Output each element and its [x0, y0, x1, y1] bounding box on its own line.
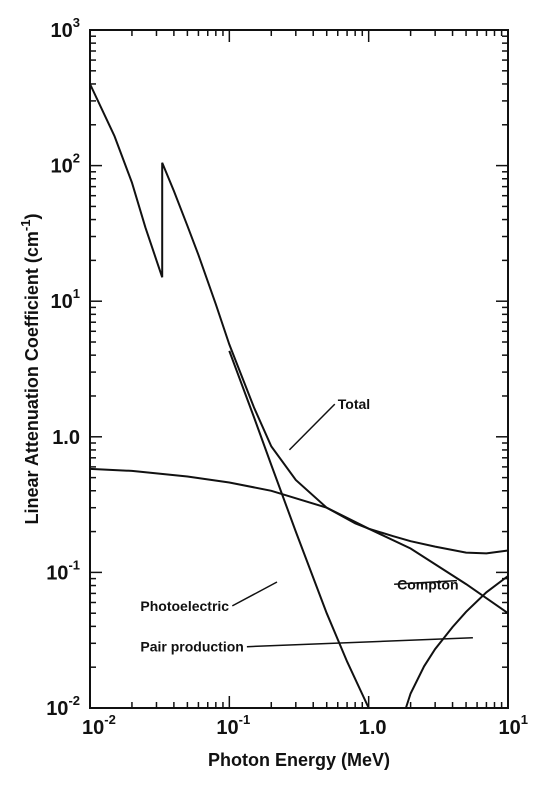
- annotation-leader-compton: [394, 579, 457, 586]
- annotation-compton: Compton: [397, 576, 458, 592]
- y-tick-label-exponent: 1: [73, 286, 80, 301]
- annotation-pair-production: Pair production: [140, 639, 243, 655]
- x-tick-label-base: 10: [82, 717, 104, 739]
- y-axis-title-close: ): [22, 214, 42, 220]
- x-tick-label: 10-2: [82, 712, 116, 739]
- annotation-total: Total: [338, 396, 370, 412]
- y-tick-label: 1.0: [52, 427, 80, 449]
- x-tick-label: 1.0: [359, 717, 387, 739]
- y-tick-label-exponent: -1: [68, 557, 80, 572]
- y-axis-title: Linear Attenuation Coefficient (cm-1): [18, 214, 42, 525]
- annotation-photoelectric: Photoelectric: [140, 598, 229, 614]
- x-tick-label-base: 10: [216, 717, 238, 739]
- series-pair-production-line: [404, 575, 509, 709]
- annotation-leader-photoelectric: [231, 581, 278, 607]
- y-tick-label-base: 1.0: [52, 427, 80, 449]
- tick-marks: [89, 30, 508, 709]
- y-tick-label: 10-2: [46, 693, 80, 720]
- series-total-line: [89, 83, 509, 555]
- y-tick-label-base: 10: [51, 156, 73, 178]
- x-axis-title: Photon Energy (MeV): [208, 750, 390, 770]
- y-tick-label-base: 10: [51, 291, 73, 313]
- y-tick-label-exponent: 2: [73, 151, 80, 166]
- curves: [89, 83, 509, 709]
- y-tick-label: 101: [51, 286, 80, 313]
- x-tick-label-exponent: -1: [239, 712, 251, 727]
- series-photoelectric-line: [228, 350, 370, 709]
- y-tick-label-base: 10: [46, 562, 68, 584]
- y-tick-label-base: 10: [46, 698, 68, 720]
- x-tick-label-exponent: 1: [521, 712, 528, 727]
- y-tick-label: 102: [51, 151, 80, 178]
- x-tick-label-exponent: -2: [104, 712, 116, 727]
- y-axis-title-exp: -1: [18, 220, 33, 232]
- x-tick-label-base: 1.0: [359, 717, 387, 739]
- annotation-leader-pair-production: [246, 636, 473, 648]
- series-compton-line: [89, 467, 509, 615]
- y-tick-label-exponent: -2: [68, 693, 80, 708]
- y-tick-label: 103: [51, 15, 80, 42]
- y-tick-label: 10-1: [46, 557, 80, 584]
- x-tick-label: 10-1: [216, 712, 250, 739]
- y-axis-title-main: Linear Attenuation Coefficient (cm: [22, 231, 42, 524]
- x-tick-label: 101: [499, 712, 528, 739]
- annotation-leaders: [231, 403, 473, 648]
- plot-frame: [89, 29, 509, 709]
- y-tick-label-base: 10: [51, 20, 73, 42]
- y-tick-label-exponent: 3: [73, 15, 80, 30]
- annotation-leader-total: [288, 403, 336, 451]
- annotations: Total Photoelectric Compton Pair production: [140, 396, 458, 655]
- x-tick-label-base: 10: [499, 717, 521, 739]
